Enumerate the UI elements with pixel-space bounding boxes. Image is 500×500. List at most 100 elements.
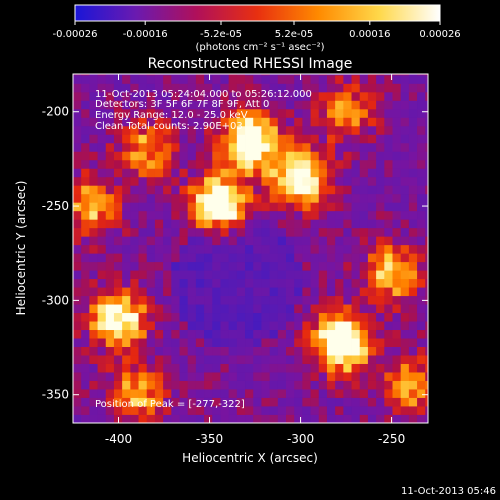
heatmap-cell xyxy=(294,227,303,237)
heatmap-cell xyxy=(97,117,107,127)
heatmap-cell xyxy=(73,227,82,237)
heatmap-cell xyxy=(253,100,262,110)
heatmap-cell xyxy=(171,210,180,220)
heatmap-cell xyxy=(163,253,172,263)
heatmap-cell xyxy=(105,185,115,195)
heatmap-cell xyxy=(326,406,336,415)
heatmap-cell xyxy=(130,74,139,76)
heatmap-cell xyxy=(89,278,98,288)
heatmap-cell xyxy=(392,193,402,203)
heatmap-cell xyxy=(343,159,352,169)
heatmap-cell xyxy=(294,100,303,110)
heatmap-cell xyxy=(277,338,287,347)
heatmap-cell xyxy=(245,338,254,347)
heatmap-cell xyxy=(310,100,320,110)
heatmap-cell xyxy=(367,125,377,135)
heatmap-cell xyxy=(195,406,205,415)
heatmap-cell xyxy=(130,185,139,195)
heatmap-cell xyxy=(171,83,180,93)
heatmap-cell xyxy=(146,202,156,212)
heatmap-cell xyxy=(154,168,164,178)
heatmap-cell xyxy=(417,219,426,229)
heatmap-cell xyxy=(277,253,287,263)
heatmap-cell xyxy=(204,219,213,229)
heatmap-cell xyxy=(146,355,156,364)
heatmap-cell xyxy=(163,372,172,381)
heatmap-cell xyxy=(228,253,238,263)
heatmap-cell xyxy=(392,91,402,101)
heatmap-cell xyxy=(138,219,148,229)
heatmap-cell xyxy=(408,329,418,339)
heatmap-cell xyxy=(187,304,197,314)
heatmap-cell xyxy=(228,380,238,390)
heatmap-cell xyxy=(212,338,221,347)
heatmap-cell xyxy=(154,236,164,246)
heatmap-cell xyxy=(163,185,172,195)
heatmap-cell xyxy=(122,142,131,152)
heatmap-cell xyxy=(417,372,426,381)
heatmap-cell xyxy=(302,363,311,373)
heatmap-cell xyxy=(212,278,221,288)
heatmap-cell xyxy=(277,202,287,212)
heatmap-cell xyxy=(228,74,238,84)
heatmap-cell xyxy=(73,244,82,254)
heatmap-cell xyxy=(81,100,90,110)
heatmap-cell xyxy=(105,270,115,280)
heatmap-cell xyxy=(310,108,320,118)
heatmap-cell xyxy=(318,406,328,415)
heatmap-cell xyxy=(97,91,107,101)
heatmap-cell xyxy=(326,380,336,390)
heatmap-cell xyxy=(195,100,205,110)
heatmap-cell xyxy=(113,397,123,407)
heatmap-cell xyxy=(392,380,402,390)
heatmap-cell xyxy=(408,83,418,93)
heatmap-cell xyxy=(105,100,115,110)
heatmap-cell xyxy=(343,414,352,423)
heatmap-cell xyxy=(138,117,148,127)
heatmap-cell xyxy=(122,244,131,254)
heatmap-cell xyxy=(245,270,254,280)
heatmap-cell xyxy=(302,329,311,339)
heatmap-cell xyxy=(245,134,254,144)
heatmap-cell xyxy=(163,176,172,186)
heatmap-cell xyxy=(294,219,303,229)
heatmap-cell xyxy=(228,159,238,169)
heatmap-cell xyxy=(425,176,428,186)
heatmap-cell xyxy=(228,100,238,110)
heatmap-cell xyxy=(359,91,369,101)
heatmap-cell xyxy=(367,321,377,331)
heatmap-cell xyxy=(351,380,361,390)
heatmap-cell xyxy=(81,346,90,356)
heatmap-cell xyxy=(236,117,246,127)
heatmap-cell xyxy=(335,168,344,178)
heatmap-cell xyxy=(277,380,287,390)
heatmap-cell xyxy=(425,83,428,93)
heatmap-cell xyxy=(154,304,164,314)
heatmap-cell xyxy=(220,287,230,297)
heatmap-cell xyxy=(138,202,148,212)
heatmap-cell xyxy=(73,363,82,373)
heatmap-cell xyxy=(417,253,426,263)
heatmap-cell xyxy=(367,91,377,101)
heatmap-cell xyxy=(73,219,82,229)
heatmap-cell xyxy=(408,108,418,118)
heatmap-cell xyxy=(130,363,139,373)
heatmap-cell xyxy=(261,125,271,135)
heatmap-cell xyxy=(245,244,254,254)
heatmap-cell xyxy=(326,151,336,161)
heatmap-cell xyxy=(179,83,189,93)
heatmap-cell xyxy=(105,74,115,84)
heatmap-cell xyxy=(261,168,271,178)
heatmap-cell xyxy=(335,176,344,186)
heatmap-cell xyxy=(89,355,98,364)
heatmap-cell xyxy=(73,312,82,322)
heatmap-cell xyxy=(130,244,139,254)
heatmap-cell xyxy=(122,287,131,297)
heatmap-cell xyxy=(253,151,262,161)
heatmap-cell xyxy=(171,100,180,110)
heatmap-cell xyxy=(335,355,344,364)
heatmap-cell xyxy=(253,389,262,398)
heatmap-cell xyxy=(335,287,344,297)
heatmap-cell xyxy=(269,151,279,161)
